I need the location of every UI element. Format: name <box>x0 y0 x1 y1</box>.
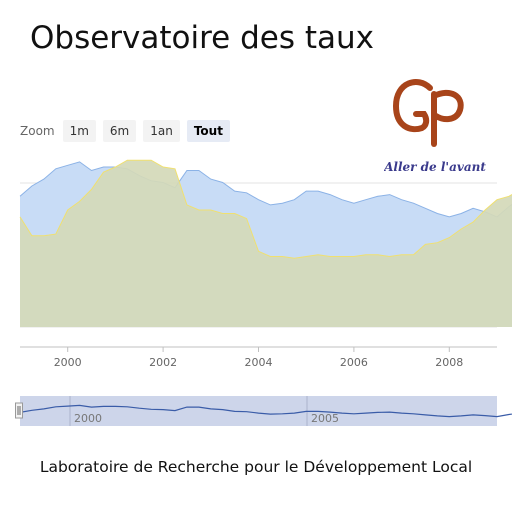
zoom-button-6m[interactable]: 6m <box>102 120 137 142</box>
zoom-selector: Zoom 1m 6m 1an Tout <box>20 120 237 142</box>
page-title: Observatoire des taux <box>30 20 375 56</box>
x-tick-label: 2002 <box>149 356 177 369</box>
x-tick-label: 2006 <box>340 356 368 369</box>
zoom-button-1m[interactable]: 1m <box>62 120 96 142</box>
logo: Aller de l'avant <box>384 79 486 174</box>
navigator[interactable]: 2000 2005 <box>15 396 512 426</box>
caption: Laboratoire de Recherche pour le Dévelop… <box>39 458 473 476</box>
navigator-tick-label: 2005 <box>311 412 339 425</box>
x-tick-label: 2008 <box>435 356 463 369</box>
navigator-handle-left[interactable] <box>15 402 23 419</box>
logo-monogram-icon <box>392 79 464 147</box>
x-tick-label: 2000 <box>54 356 82 369</box>
series-olive-line <box>19 159 512 259</box>
navigator-background <box>20 396 497 426</box>
zoom-button-1an[interactable]: 1an <box>143 120 180 142</box>
zoom-label: Zoom <box>20 124 55 138</box>
navigator-tick-label: 2000 <box>74 412 102 425</box>
series-olive-area <box>20 160 512 327</box>
navigator-series-line <box>19 404 512 418</box>
chart: 2000 2002 2004 2006 2008 2000 2005 <box>15 159 512 426</box>
logo-tagline: Aller de l'avant <box>384 160 486 174</box>
zoom-button-tout[interactable]: Tout <box>186 120 230 142</box>
x-tick-label: 2004 <box>245 356 273 369</box>
